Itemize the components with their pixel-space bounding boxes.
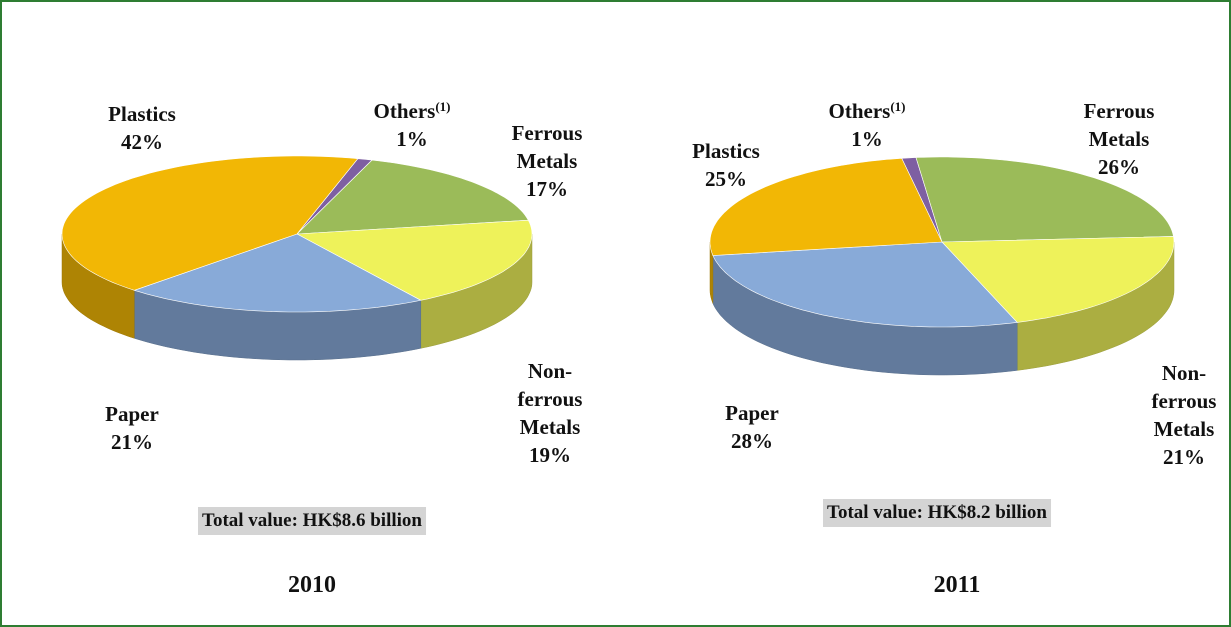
category-name: Non-ferrous Metals (1144, 359, 1224, 443)
category-name: Plastics (692, 137, 760, 165)
category-name: Ferrous Metals (1074, 97, 1164, 153)
value-label: 26% (1098, 155, 1140, 179)
category-name: Ferrous Metals (502, 119, 592, 175)
slice-label: Ferrous Metals 17% (502, 119, 592, 203)
value-label: 25% (705, 167, 747, 191)
slice-label: Others(1) 1% (829, 97, 906, 153)
category-text: Ferrous Metals (1083, 99, 1155, 151)
value-label: 21% (111, 430, 153, 454)
total-value: Total value: HK$8.2 billion (823, 499, 1051, 527)
pie-slice (133, 233, 422, 313)
slice-label: Paper 28% (725, 399, 779, 455)
pie-slice (61, 155, 359, 291)
pie-slice (712, 241, 1018, 328)
value-label: 28% (731, 429, 773, 453)
pie-slice (296, 159, 529, 235)
slice-label: Plastics 42% (108, 100, 176, 156)
total-value: Total value: HK$8.6 billion (198, 507, 426, 535)
value-label: 19% (529, 443, 571, 467)
pie-tops (61, 155, 533, 313)
slice-label: Others(1) 1% (374, 97, 451, 153)
category-name: Non-ferrous Metals (510, 357, 590, 441)
pie-tops (709, 156, 1175, 328)
pie-slice (295, 219, 533, 301)
pie-slice (915, 156, 1174, 243)
category-text: Plastics (692, 139, 760, 163)
slice-label: Ferrous Metals 26% (1074, 97, 1164, 181)
category-text: Non-ferrous Metals (517, 359, 583, 439)
slice-label: Paper 21% (105, 400, 159, 456)
footnote-marker: (1) (435, 99, 451, 114)
slice-label: Plastics 25% (692, 137, 760, 193)
category-name: Plastics (108, 100, 176, 128)
value-label: 1% (396, 127, 428, 151)
category-text: Plastics (108, 102, 176, 126)
category-name: Paper (725, 399, 779, 427)
value-label: 17% (526, 177, 568, 201)
category-text: Paper (105, 402, 159, 426)
value-label: 1% (851, 127, 883, 151)
category-name: Others(1) (374, 97, 451, 125)
footnote-marker: (1) (890, 99, 906, 114)
category-text: Ferrous Metals (511, 121, 583, 173)
category-name: Paper (105, 400, 159, 428)
pie-sides (61, 233, 533, 361)
pie-slice (941, 236, 1175, 323)
slice-label: Non-ferrous Metals 19% (510, 357, 590, 469)
category-name: Others(1) (829, 97, 906, 125)
chart-title: 2011 (933, 572, 981, 598)
category-text: Paper (725, 401, 779, 425)
value-label: 42% (121, 130, 163, 154)
pie-slice (709, 157, 943, 256)
category-text: Others (373, 99, 436, 123)
value-label: 21% (1163, 445, 1205, 469)
chart-title: 2010 (288, 572, 336, 598)
category-text: Non-ferrous Metals (1151, 361, 1217, 441)
category-text: Others (828, 99, 891, 123)
slice-label: Non-ferrous Metals 21% (1144, 359, 1224, 471)
